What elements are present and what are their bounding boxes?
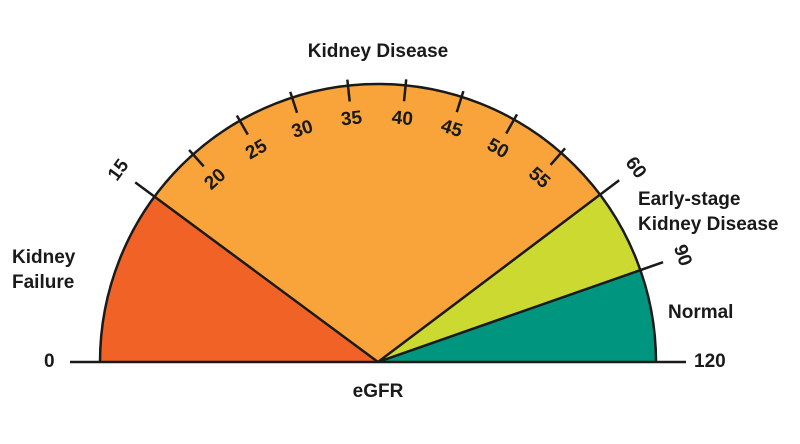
tick-label: 90	[669, 242, 696, 269]
tick-label: 35	[340, 107, 364, 130]
band-label: Normal	[668, 302, 733, 323]
tick-mark	[289, 91, 299, 114]
gauge-band	[154, 83, 601, 363]
tick-label: 120	[694, 351, 726, 372]
tick-mark	[455, 90, 465, 113]
gauge-band	[378, 194, 641, 362]
band-label: Kidney Disease	[638, 214, 778, 235]
tick-label: 40	[391, 107, 414, 130]
tick-label: 60	[621, 153, 650, 183]
tick-mark	[346, 79, 351, 102]
tick-mark	[188, 149, 205, 168]
band-label: Early-stage	[638, 189, 740, 210]
gauge-band	[378, 270, 656, 362]
gauge-outline	[98, 82, 658, 363]
divider-line	[377, 261, 664, 364]
band-label: Failure	[12, 272, 74, 293]
gauge-band	[100, 196, 378, 362]
tick-mark	[549, 147, 567, 166]
band-label: Kidney	[12, 247, 76, 268]
tick-mark	[235, 114, 249, 136]
divider-line	[134, 181, 379, 364]
tick-mark	[505, 113, 519, 135]
tick-label: 0	[44, 351, 55, 372]
divider-line	[377, 179, 620, 363]
tick-label: 15	[104, 155, 134, 185]
band-label: Kidney Disease	[308, 41, 448, 62]
tick-mark	[402, 79, 408, 102]
axis-label: eGFR	[353, 381, 404, 402]
